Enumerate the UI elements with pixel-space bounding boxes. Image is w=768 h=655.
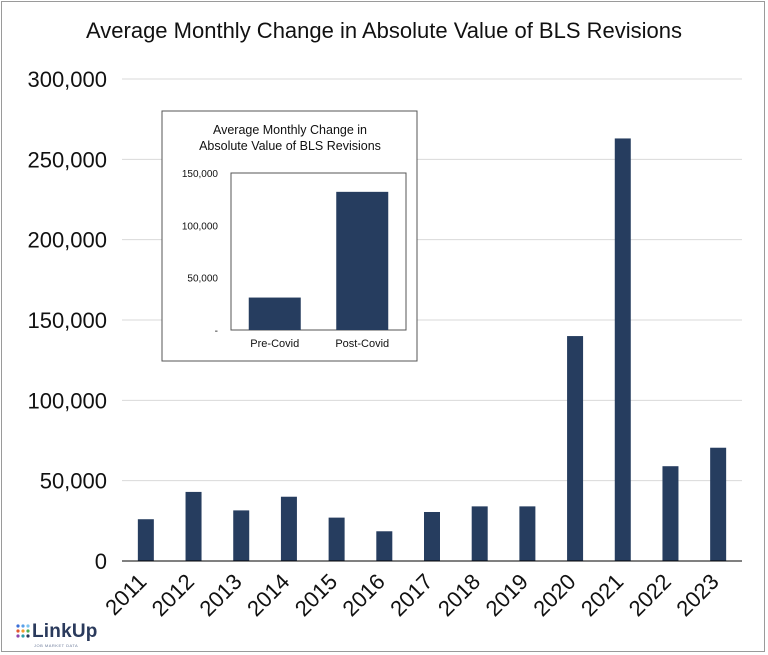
bar-2013 — [233, 510, 250, 561]
inset-y-tick-label: 100,000 — [182, 221, 219, 232]
bar-2012 — [185, 491, 202, 561]
inset-plot-area — [230, 172, 407, 331]
inset-title-line: Absolute Value of BLS Revisions — [199, 139, 381, 153]
bar-2015 — [328, 517, 345, 561]
logo-name: LinkUp — [32, 621, 98, 642]
bar-2020 — [567, 336, 584, 561]
y-tick-label: 150,000 — [27, 308, 107, 333]
x-tick-label: 2016 — [338, 569, 390, 621]
bar-2019 — [519, 506, 536, 561]
inset-y-tick-label: - — [215, 326, 218, 337]
x-tick-label: 2022 — [624, 569, 676, 621]
bar-2011 — [137, 519, 154, 561]
chart-title: Average Monthly Change in Absolute Value… — [86, 18, 682, 43]
bar-2022 — [662, 466, 679, 561]
y-tick-label: 0 — [95, 549, 107, 574]
y-tick-label: 100,000 — [27, 388, 107, 413]
inset-y-tick-label: 50,000 — [187, 274, 218, 285]
dot-grid-icon — [16, 624, 30, 638]
inset-title-line: Average Monthly Change in — [213, 123, 367, 137]
logo-tagline: JOB MARKET DATA — [34, 643, 79, 648]
x-tick-label: 2013 — [194, 569, 246, 621]
x-tick-label: 2012 — [147, 569, 199, 621]
bar-2016 — [376, 531, 393, 561]
inset-bar-pre-covid — [248, 297, 301, 330]
y-tick-label: 50,000 — [40, 469, 107, 494]
bar-2021 — [614, 138, 631, 562]
bar-2014 — [280, 496, 297, 561]
x-tick-label: 2017 — [385, 569, 437, 621]
inset-x-tick-label: Pre-Covid — [250, 338, 299, 350]
x-tick-label: 2021 — [576, 569, 628, 621]
x-tick-label: 2020 — [528, 569, 580, 621]
y-tick-label: 250,000 — [27, 147, 107, 172]
x-tick-label: 2023 — [671, 569, 723, 621]
bar-2023 — [710, 447, 727, 561]
bar-2017 — [424, 511, 440, 561]
x-tick-label: 2018 — [433, 569, 485, 621]
inset-bar-post-covid — [336, 191, 389, 330]
y-tick-label: 300,000 — [27, 67, 107, 92]
inset-y-tick-label: 150,000 — [182, 169, 219, 180]
x-tick-label: 2014 — [242, 569, 294, 621]
x-tick-label: 2011 — [100, 569, 151, 620]
x-tick-label: 2015 — [290, 569, 342, 621]
x-tick-label: 2019 — [481, 569, 533, 621]
y-tick-label: 200,000 — [27, 228, 107, 253]
bar-2018 — [471, 506, 488, 561]
inset-x-tick-label: Post-Covid — [335, 338, 389, 350]
